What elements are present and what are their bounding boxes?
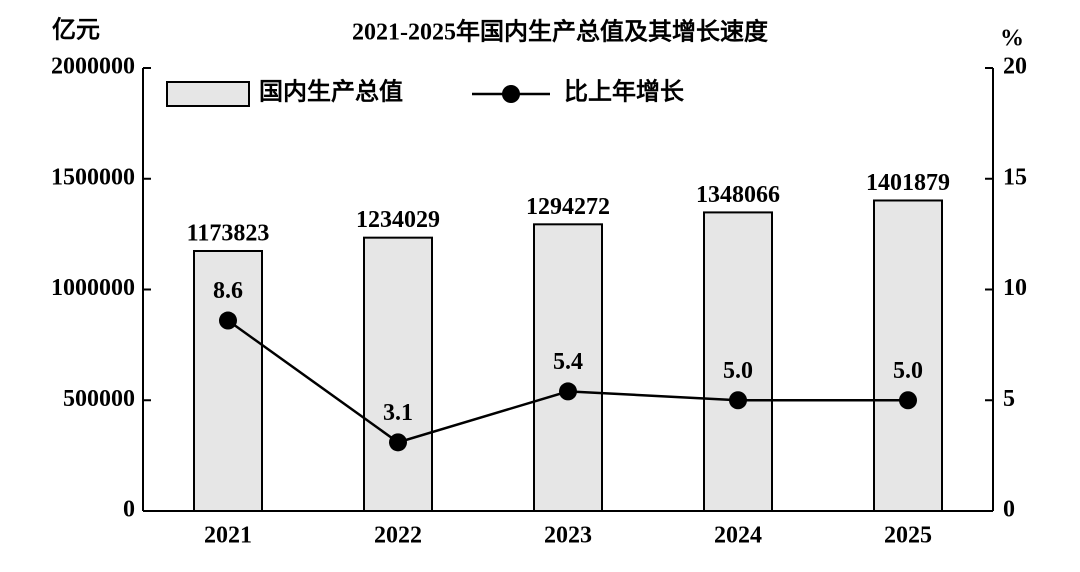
legend-label: 国内生产总值: [259, 78, 403, 106]
bar: [703, 211, 773, 512]
y2-tick-label: 10: [1003, 275, 1027, 301]
bar: [193, 249, 263, 512]
y-tick-label: 500000: [63, 386, 135, 412]
line-point: [729, 391, 747, 410]
y-tick-label: 0: [123, 497, 135, 523]
line-point: [899, 391, 917, 410]
x-tick-label: 2021: [204, 523, 252, 549]
y-tick-label: 2000000: [51, 54, 135, 80]
bar: [363, 236, 433, 513]
line-value-label: 8.6: [213, 278, 243, 304]
bar-value-label: 1401879: [866, 170, 950, 196]
bar-value-label: 1234029: [356, 207, 440, 233]
x-tick-label: 2022: [374, 523, 422, 549]
line-point: [219, 311, 237, 330]
y2-axis-label: %: [1000, 26, 1024, 52]
line-point: [559, 382, 577, 401]
line-value-label: 5.0: [723, 358, 753, 384]
line-value-label: 3.1: [383, 400, 413, 426]
y2-tick-label: 20: [1003, 54, 1027, 80]
bar-value-label: 1294272: [526, 194, 610, 220]
bar-value-label: 1348066: [696, 182, 780, 208]
bar: [873, 199, 943, 512]
line-value-label: 5.0: [893, 358, 923, 384]
x-tick-label: 2024: [714, 523, 762, 549]
y-tick-label: 1500000: [51, 164, 135, 190]
y2-tick-label: 15: [1003, 164, 1027, 190]
chart-title: 2021-2025年国内生产总值及其增长速度: [352, 18, 769, 46]
legend-label: 比上年增长: [564, 78, 685, 106]
y2-tick-label: 0: [1003, 497, 1015, 523]
legend-marker: [502, 85, 520, 103]
y2-tick-label: 5: [1003, 386, 1015, 412]
line-value-label: 5.4: [553, 349, 583, 375]
bar: [533, 223, 603, 512]
x-tick-label: 2023: [544, 523, 592, 549]
y-tick-label: 1000000: [51, 275, 135, 301]
x-tick-label: 2025: [884, 523, 932, 549]
y-axis-label: 亿元: [52, 17, 100, 44]
line-point: [389, 433, 407, 452]
legend-swatch: [166, 81, 250, 107]
bar-value-label: 1173823: [187, 220, 270, 246]
